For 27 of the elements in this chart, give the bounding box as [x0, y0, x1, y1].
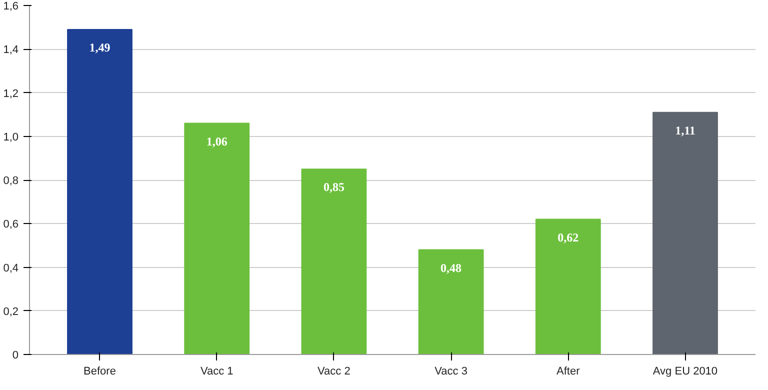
- bar: [418, 249, 484, 354]
- x-tick-label: After: [556, 366, 580, 378]
- x-tick-label: Vacc 3: [434, 366, 468, 378]
- y-tick-label: 1,2: [3, 88, 19, 100]
- bar: [535, 218, 601, 354]
- data-label: 0,48: [440, 260, 462, 275]
- y-tick-label: 0: [12, 350, 19, 362]
- data-label: 0,62: [558, 230, 579, 244]
- data-label: 1,11: [675, 123, 696, 138]
- y-tick-label: 0,4: [3, 262, 19, 274]
- x-tick-label: Avg EU 2010: [652, 366, 718, 378]
- y-tick-label: 1,0: [3, 131, 19, 144]
- bar: [301, 168, 367, 354]
- x-tick-label: Vacc 2: [318, 366, 350, 378]
- bar: [67, 28, 132, 354]
- data-label: 0,85: [323, 180, 344, 194]
- y-tick-label: 0,2: [3, 306, 19, 318]
- y-tick-label: 1,4: [3, 44, 19, 56]
- x-tick-label: Vacc 1: [200, 366, 234, 378]
- bar: [652, 112, 718, 354]
- data-label: 1,49: [89, 40, 110, 54]
- y-tick-label: 1,6: [3, 0, 19, 12]
- data-label: 1,06: [206, 134, 228, 148]
- x-tick-label: Before: [84, 366, 116, 378]
- y-tick-label: 0,8: [3, 175, 19, 187]
- bar: [184, 122, 250, 354]
- y-tick-label: 0,6: [3, 218, 19, 231]
